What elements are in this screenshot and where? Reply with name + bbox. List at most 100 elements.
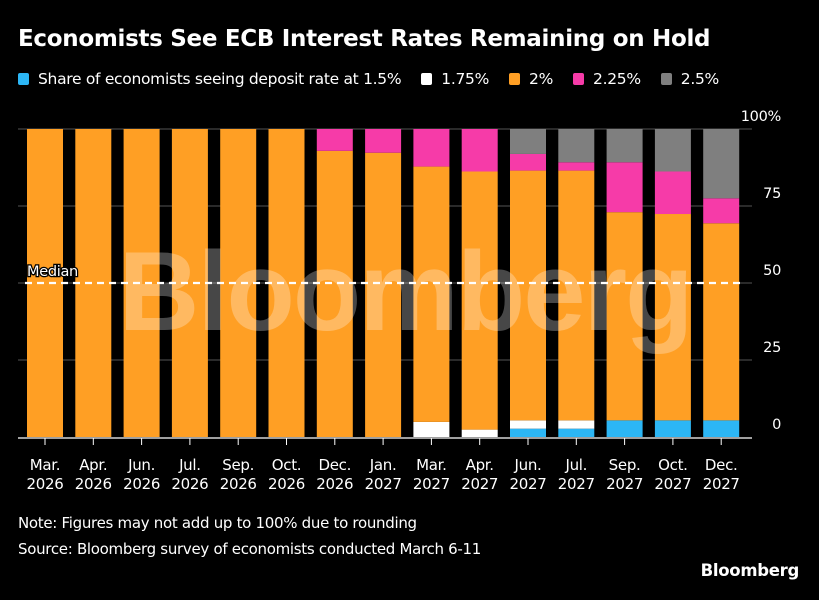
legend-label-1-75: 1.75% bbox=[441, 70, 490, 88]
x-tick-label-year: 2027 bbox=[606, 475, 643, 493]
x-tick-label-year: 2027 bbox=[461, 475, 498, 493]
x-tick-label-month: Jan. bbox=[369, 456, 397, 474]
median-label: Median bbox=[27, 264, 78, 280]
x-tick-label-month: Sep. bbox=[222, 456, 254, 474]
bar-segment-2 bbox=[413, 166, 450, 422]
legend: Share of economists seeing deposit rate … bbox=[18, 70, 739, 88]
bar-segment-2-25 bbox=[316, 129, 353, 151]
bar-oct-2026 bbox=[268, 129, 305, 437]
median-line: Median bbox=[25, 263, 740, 285]
y-tick-label: 75 bbox=[763, 186, 781, 202]
x-tick-label-month: Jul. bbox=[564, 456, 587, 474]
y-axis-labels: 0 25 50 75 100% bbox=[741, 109, 782, 433]
y-tick-label: 50 bbox=[763, 263, 781, 279]
y-tick-label: 25 bbox=[763, 340, 781, 356]
x-tick-label-month: Apr. bbox=[79, 456, 107, 474]
bar-segment-2 bbox=[123, 129, 160, 437]
source-text: Source: Bloomberg survey of economists c… bbox=[18, 540, 482, 558]
bar-segment-1-5 bbox=[654, 420, 691, 437]
x-tick-label-month: Oct. bbox=[272, 456, 302, 474]
bar-apr-2026 bbox=[75, 129, 112, 437]
x-tick-label-year: 2027 bbox=[558, 475, 595, 493]
bar-segment-2 bbox=[703, 223, 740, 421]
x-tick-label-year: 2027 bbox=[703, 475, 740, 493]
bloomberg-logo: Bloomberg bbox=[700, 561, 800, 580]
legend-swatch-2-5 bbox=[660, 73, 672, 85]
bar-jun-2027 bbox=[510, 129, 546, 437]
bar-segment-2-25 bbox=[558, 162, 595, 171]
bar-segment-1-5 bbox=[510, 428, 546, 437]
note-text: Note: Figures may not add up to 100% due… bbox=[18, 514, 417, 532]
bar-segment-1-75 bbox=[461, 429, 498, 437]
x-axis bbox=[18, 437, 752, 445]
bar-segment-2-25 bbox=[606, 162, 643, 213]
x-tick-label-year: 2026 bbox=[220, 475, 257, 493]
bar-segment-2-5 bbox=[606, 129, 643, 163]
bar-segment-1-75 bbox=[413, 421, 450, 437]
bar-segment-2 bbox=[510, 170, 546, 421]
x-tick-label-month: Mar. bbox=[416, 456, 447, 474]
x-tick-label-year: 2026 bbox=[75, 475, 112, 493]
x-tick-label-year: 2026 bbox=[316, 475, 353, 493]
legend-label-2-5: 2.5% bbox=[680, 70, 719, 88]
bar-segment-2 bbox=[268, 129, 305, 437]
bar-jun-2026 bbox=[123, 129, 160, 437]
x-tick-label-year: 2027 bbox=[413, 475, 450, 493]
bar-segment-2 bbox=[27, 129, 63, 437]
x-tick-label-month: Dec. bbox=[318, 456, 351, 474]
bar-segment-2-5 bbox=[703, 129, 740, 199]
x-tick-label-month: Dec. bbox=[705, 456, 738, 474]
legend-item-1-75: 1.75% bbox=[421, 70, 489, 88]
x-tick-label-year: 2027 bbox=[365, 475, 402, 493]
bar-segment-2 bbox=[654, 214, 691, 421]
legend-label-1-5: Share of economists seeing deposit rate … bbox=[38, 70, 402, 88]
x-tick-label-year: 2027 bbox=[510, 475, 547, 493]
bar-jul-2027 bbox=[558, 129, 595, 437]
bar-segment-1-5 bbox=[606, 420, 643, 437]
bar-jan-2027 bbox=[365, 129, 402, 437]
bar-segment-2 bbox=[461, 171, 498, 430]
x-axis-labels: Mar.2026Apr.2026Jun.2026Jul.2026Sep.2026… bbox=[27, 456, 740, 493]
legend-label-2: 2% bbox=[529, 70, 554, 88]
bar-segment-1-75 bbox=[510, 420, 546, 429]
legend-swatch-2-25 bbox=[573, 73, 585, 85]
legend-swatch-2 bbox=[509, 73, 521, 85]
x-tick-label-year: 2026 bbox=[123, 475, 160, 493]
x-tick-label-month: Oct. bbox=[658, 456, 688, 474]
bar-mar-2026 bbox=[27, 129, 63, 437]
legend-swatch-1-75 bbox=[421, 73, 433, 85]
bar-segment-2-5 bbox=[654, 129, 691, 172]
bar-jul-2026 bbox=[171, 129, 208, 437]
bar-apr-2027 bbox=[461, 129, 498, 437]
bar-segment-2-5 bbox=[558, 129, 595, 163]
x-tick-label-month: Jul. bbox=[178, 456, 201, 474]
bar-sep-2026 bbox=[220, 129, 257, 437]
y-tick-label: 0 bbox=[772, 417, 781, 433]
x-tick-label-month: Sep. bbox=[609, 456, 641, 474]
bar-sep-2027 bbox=[606, 129, 643, 437]
bar-segment-1-5 bbox=[703, 420, 740, 437]
bar-segment-2 bbox=[75, 129, 112, 437]
x-tick-label-month: Jun. bbox=[513, 456, 541, 474]
bar-segment-2-25 bbox=[413, 129, 450, 167]
bar-segment-2 bbox=[558, 170, 595, 421]
bar-segment-2-25 bbox=[654, 171, 691, 215]
x-tick-label-year: 2026 bbox=[27, 475, 64, 493]
x-tick-label-year: 2026 bbox=[268, 475, 305, 493]
bar-oct-2027 bbox=[654, 129, 691, 437]
bar-segment-1-5 bbox=[558, 428, 595, 437]
x-tick-label-year: 2026 bbox=[171, 475, 208, 493]
x-tick-label-month: Apr. bbox=[466, 456, 494, 474]
bar-dec-2026 bbox=[316, 129, 353, 438]
bar-segment-2-5 bbox=[510, 129, 546, 154]
bars bbox=[27, 129, 740, 438]
x-tick-label-month: Mar. bbox=[30, 456, 61, 474]
legend-swatch-1-5 bbox=[18, 73, 29, 85]
x-tick-label-year: 2027 bbox=[654, 475, 691, 493]
legend-label-2-25: 2.25% bbox=[593, 70, 641, 88]
legend-item-2-5: 2.5% bbox=[660, 70, 719, 88]
chart-title: Economists See ECB Interest Rates Remain… bbox=[18, 26, 711, 52]
bar-segment-2 bbox=[171, 129, 208, 437]
bar-segment-2-25 bbox=[461, 129, 498, 172]
